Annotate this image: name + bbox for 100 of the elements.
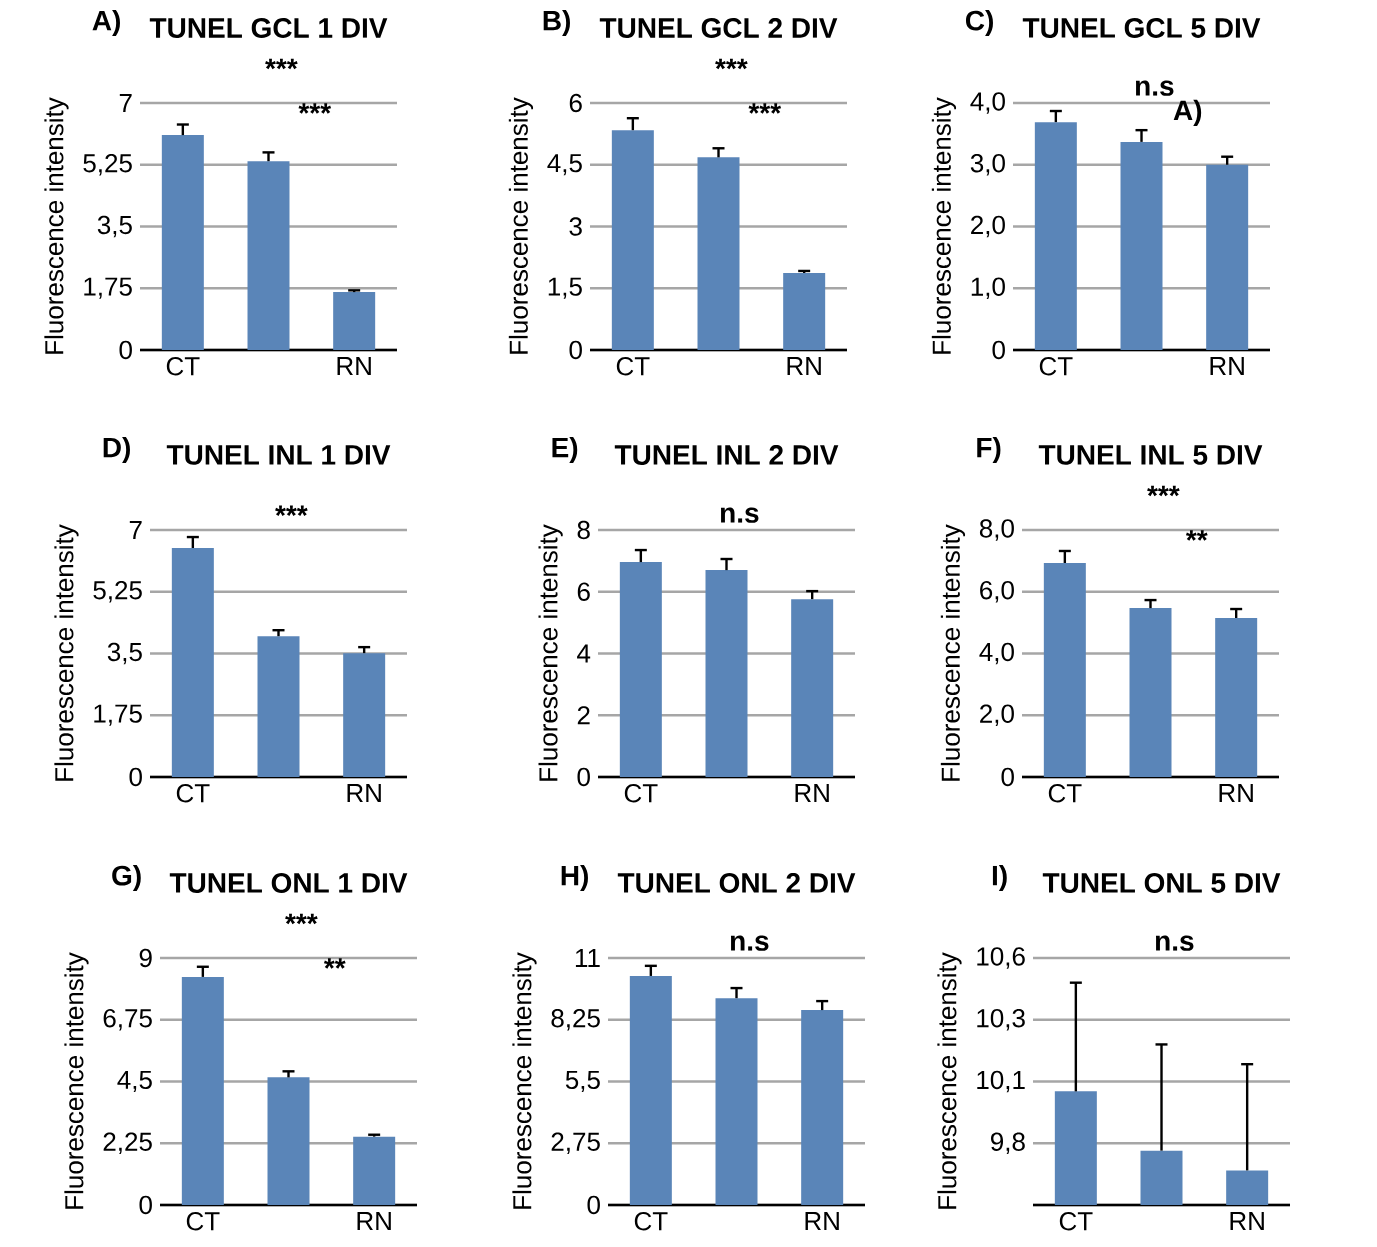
text: C) [965, 9, 993, 37]
y-tick-label: 11 [575, 949, 600, 967]
annotation: ** [1185, 530, 1208, 541]
x-tick-label: CT [616, 357, 650, 376]
y-tick-label: 4,0 [970, 92, 1005, 114]
y-axis-title: Fluorescence intensity [64, 952, 89, 1209]
y-tick-label: 6 [569, 93, 582, 113]
annotation: A) [1173, 99, 1202, 126]
y-tick-label: 1,75 [94, 704, 142, 726]
bar [181, 976, 224, 1205]
chart-title: TUNEL ONL 1 DIV [169, 873, 408, 893]
y-tick-label: 0 [129, 767, 142, 787]
y-tick-label: 2,0 [971, 215, 1005, 238]
text: *** [265, 58, 298, 70]
y-axis-title: Fluorescence intensity [931, 97, 957, 354]
x-tick-label: RN [795, 784, 829, 802]
bar [1215, 617, 1258, 777]
x-tick-label: RN [1219, 784, 1253, 802]
x-tick-label: RN [337, 357, 371, 375]
y-tick-label: 0 [577, 767, 590, 787]
y-tick-label: 10,1 [977, 1070, 1025, 1093]
y-tick-label: 7 [129, 521, 142, 539]
x-tick-label: CT [634, 1212, 668, 1231]
bar [267, 1077, 310, 1205]
annotation: ** [323, 958, 346, 969]
text: F) [977, 436, 1001, 464]
y-tick-label: 10,6 [977, 947, 1025, 969]
text: *** [715, 58, 748, 70]
y-tick-label: 5,25 [83, 153, 132, 176]
y-tick-label: 0 [587, 1195, 600, 1215]
text: n.s [720, 507, 759, 523]
y-tick-label: 3 [569, 217, 582, 236]
y-axis-title: Fluorescence intensity [512, 952, 537, 1209]
bar [611, 130, 654, 350]
x-tick-label: CT [624, 784, 658, 803]
x-tick-label: CT [1039, 357, 1073, 376]
x-tick-label: CT [186, 1212, 220, 1231]
y-tick-label: 3,5 [97, 215, 132, 238]
y-tick-label: 8,25 [551, 1008, 600, 1031]
y-tick-label: 1,75 [84, 277, 132, 299]
y-tick-label: 5,25 [93, 580, 142, 603]
chart-title: TUNEL GCL 5 DIV [1022, 18, 1261, 38]
chart-title: TUNEL ONL 2 DIV [617, 873, 856, 893]
bar [1120, 141, 1163, 350]
text: *** [275, 505, 308, 516]
y-axis-title: Fluorescence intensity [54, 524, 79, 781]
text: A) [92, 9, 120, 37]
x-tick-label: RN [805, 1212, 839, 1230]
text: G) [112, 864, 141, 892]
y-tick-label: 3,0 [970, 153, 1005, 176]
y-tick-label: 8,0 [979, 519, 1014, 541]
y-tick-label: 0 [569, 340, 582, 360]
y-tick-label: 4,5 [547, 154, 582, 176]
x-tick-label: CT [1048, 784, 1082, 803]
y-tick-label: 1,5 [548, 277, 582, 299]
y-tick-label: 6,75 [103, 1008, 152, 1031]
text: I) [992, 864, 1007, 892]
x-tick-label: CT [166, 357, 200, 376]
y-tick-label: 0 [119, 340, 132, 360]
bar [161, 135, 204, 350]
x-tick-label: RN [787, 357, 821, 375]
y-tick-label: 2,25 [103, 1132, 152, 1154]
y-tick-label: 8 [577, 520, 590, 540]
y-tick-label: 6 [577, 582, 590, 601]
text: E) [552, 436, 578, 464]
bar [619, 562, 662, 777]
bar [1206, 164, 1249, 350]
chart-title: TUNEL INL 1 DIV [166, 445, 391, 465]
x-tick-label: CT [1059, 1212, 1093, 1231]
y-tick-label: 3,5 [107, 642, 142, 665]
text: H) [561, 864, 588, 892]
bar [353, 1136, 396, 1205]
bar [1043, 563, 1086, 777]
y-axis-title: Fluorescence intensity [940, 524, 966, 781]
text: n.s [1155, 935, 1194, 951]
bar [1034, 122, 1077, 350]
y-axis-title: Fluorescence intensity [44, 97, 69, 354]
chart-title: TUNEL GCL 2 DIV [599, 18, 838, 38]
bar [697, 157, 740, 350]
y-tick-label: 2 [577, 706, 590, 725]
x-tick-label: CT [176, 784, 210, 803]
bar [333, 292, 376, 350]
chart-title: TUNEL ONL 5 DIV [1042, 873, 1281, 893]
text: B) [543, 9, 570, 37]
y-tick-label: 2,0 [980, 704, 1014, 726]
y-axis-title: Fluorescence intensity [937, 952, 962, 1209]
y-tick-label: 0 [1001, 767, 1014, 787]
y-tick-label: 6,0 [980, 580, 1014, 603]
y-tick-label: 4,5 [117, 1070, 152, 1093]
bar [247, 161, 290, 350]
x-tick-label: RN [1230, 1212, 1264, 1230]
text: n.s [1135, 80, 1174, 96]
y-tick-label: 0 [992, 340, 1005, 360]
bar [791, 599, 834, 777]
y-tick-label: 10,3 [977, 1008, 1025, 1031]
y-tick-label: 9,8 [991, 1132, 1025, 1154]
text: *** [1147, 485, 1180, 497]
y-tick-label: 5,5 [565, 1070, 600, 1093]
bar [783, 273, 826, 350]
bar [171, 547, 214, 777]
